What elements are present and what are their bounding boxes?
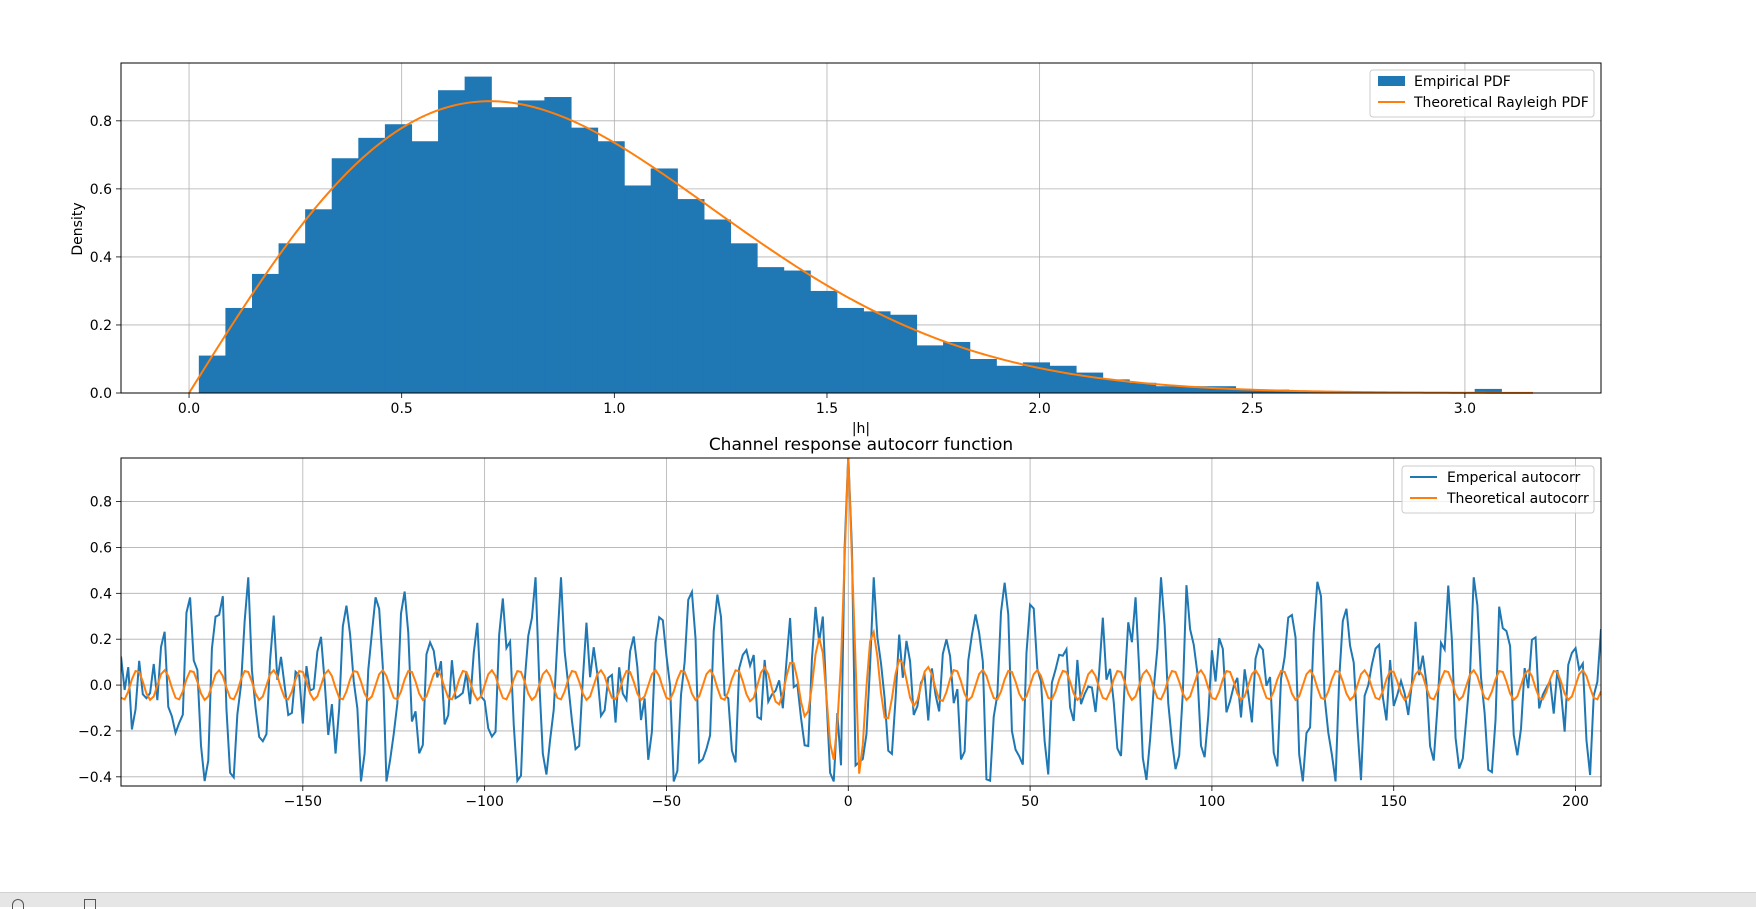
histogram-bar bbox=[624, 185, 652, 393]
histogram-bar bbox=[730, 243, 758, 393]
histogram-legend: Empirical PDF Theoretical Rayleigh PDF bbox=[1369, 69, 1595, 118]
autocorr-y-tick-label: 0.6 bbox=[90, 540, 112, 556]
histogram-bar bbox=[916, 345, 944, 393]
autocorr-y-tick-label: 0.4 bbox=[90, 586, 112, 602]
autocorr-y-tick-label: −0.4 bbox=[78, 770, 112, 786]
autocorr-x-tick-label: 50 bbox=[1021, 794, 1039, 810]
histogram-bar bbox=[757, 267, 785, 393]
theoretical-autocorr-line bbox=[121, 458, 1601, 774]
histogram-bar bbox=[1182, 386, 1210, 393]
histogram-bar bbox=[1288, 391, 1316, 393]
histogram-y-ticks: 0.0 0.2 0.4 0.6 0.8 bbox=[90, 114, 121, 402]
histogram-bar bbox=[1102, 379, 1130, 393]
histogram-bar bbox=[1155, 386, 1183, 393]
histogram-bar bbox=[889, 314, 918, 393]
histogram-bar bbox=[1235, 389, 1263, 393]
legend-swatch-empirical bbox=[1378, 76, 1405, 86]
histogram-bar bbox=[225, 307, 253, 393]
toolbar-home-icon[interactable] bbox=[12, 899, 24, 909]
histogram-bar bbox=[1129, 382, 1157, 393]
legend-label-empirical-autocorr: Emperical autocorr bbox=[1447, 470, 1581, 486]
toolbar-save-icon[interactable] bbox=[84, 899, 96, 909]
histogram-bar bbox=[331, 158, 359, 393]
histogram-bar bbox=[464, 76, 492, 393]
histogram-y-tick-label: 0.0 bbox=[90, 386, 112, 402]
histogram-bar bbox=[384, 124, 413, 393]
histogram-x-tick-label: 2.5 bbox=[1241, 401, 1263, 417]
histogram-bar bbox=[677, 199, 705, 393]
autocorr-x-tick-label: −100 bbox=[465, 794, 503, 810]
histogram-x-tick-label: 0.5 bbox=[391, 401, 413, 417]
histogram-x-tick-label: 0.0 bbox=[178, 401, 200, 417]
histogram-x-tick-label: 3.0 bbox=[1454, 401, 1476, 417]
histogram-bar bbox=[996, 365, 1024, 393]
histogram-bar bbox=[411, 141, 439, 393]
histogram-bar bbox=[517, 100, 545, 394]
autocorr-x-tick-label: 150 bbox=[1380, 794, 1407, 810]
histogram-bar bbox=[969, 358, 997, 393]
histogram-bar bbox=[650, 168, 678, 393]
autocorr-y-tick-label: 0.2 bbox=[90, 632, 112, 648]
histogram-x-tick-label: 1.0 bbox=[603, 401, 625, 417]
legend-label-empirical: Empirical PDF bbox=[1414, 74, 1511, 90]
autocorr-x-tick-label: 200 bbox=[1562, 794, 1589, 810]
autocorr-legend: Emperical autocorr Theoretical autocorr bbox=[1401, 465, 1595, 514]
histogram-x-label: |h| bbox=[852, 421, 870, 437]
histogram-y-tick-label: 0.6 bbox=[90, 182, 112, 198]
autocorr-y-ticks: −0.4 −0.2 0.0 0.2 0.4 0.6 0.8 bbox=[78, 495, 121, 786]
legend-label-theoretical-autocorr: Theoretical autocorr bbox=[1446, 491, 1589, 507]
histogram-x-tick-label: 1.5 bbox=[816, 401, 838, 417]
autocorr-y-tick-label: 0.8 bbox=[90, 495, 112, 511]
histogram-bar bbox=[198, 355, 227, 393]
histogram-bar bbox=[358, 137, 386, 393]
histogram-y-tick-label: 0.8 bbox=[90, 114, 112, 130]
window-status-bar bbox=[0, 892, 1756, 909]
autocorr-x-tick-label: −150 bbox=[284, 794, 322, 810]
histogram-bar bbox=[943, 341, 971, 393]
histogram-bar bbox=[544, 97, 572, 393]
autocorr-x-ticks: −150 −100 −50 0 50 100 150 200 bbox=[284, 786, 1589, 810]
histogram-bar bbox=[438, 90, 466, 393]
autocorr-y-tick-label: 0.0 bbox=[90, 678, 112, 694]
autocorr-x-tick-label: 0 bbox=[844, 794, 853, 810]
rayleigh-pdf-curve bbox=[188, 100, 1533, 394]
autocorr-x-tick-label: 100 bbox=[1199, 794, 1226, 810]
histogram-bar bbox=[597, 141, 625, 393]
histogram-y-tick-label: 0.2 bbox=[90, 318, 112, 334]
histogram-bar bbox=[836, 307, 864, 393]
histogram-y-label: Density bbox=[70, 202, 86, 255]
histogram-bar bbox=[278, 243, 306, 393]
histogram-y-tick-label: 0.4 bbox=[90, 250, 112, 266]
autocorr-title: Channel response autocorr function bbox=[709, 435, 1013, 455]
histogram-bar bbox=[1208, 386, 1237, 393]
legend-label-rayleigh: Theoretical Rayleigh PDF bbox=[1413, 95, 1589, 111]
histogram-bar bbox=[305, 209, 333, 393]
histogram-bar bbox=[863, 311, 891, 393]
autocorr-y-tick-label: −0.2 bbox=[78, 724, 112, 740]
histogram-x-ticks: 0.0 0.5 1.0 1.5 2.0 2.5 3.0 bbox=[178, 393, 1476, 417]
histogram-bar bbox=[570, 127, 599, 394]
histogram-bar bbox=[703, 219, 732, 393]
histogram-bar bbox=[251, 273, 280, 393]
histogram-bar bbox=[810, 290, 838, 393]
histogram-plot: 0.0 0.5 1.0 1.5 2.0 2.5 3.0 0.0 0.2 0.4 0.6 0.8 |h… bbox=[70, 62, 1602, 437]
autocorr-plot: Channel response autocorr function −150−… bbox=[78, 435, 1602, 810]
histogram-x-tick-label: 2.0 bbox=[1028, 401, 1050, 417]
histogram-bar bbox=[1474, 388, 1502, 393]
histogram-bar bbox=[491, 107, 519, 393]
histogram-bar bbox=[783, 270, 811, 393]
autocorr-x-tick-label: −50 bbox=[652, 794, 682, 810]
